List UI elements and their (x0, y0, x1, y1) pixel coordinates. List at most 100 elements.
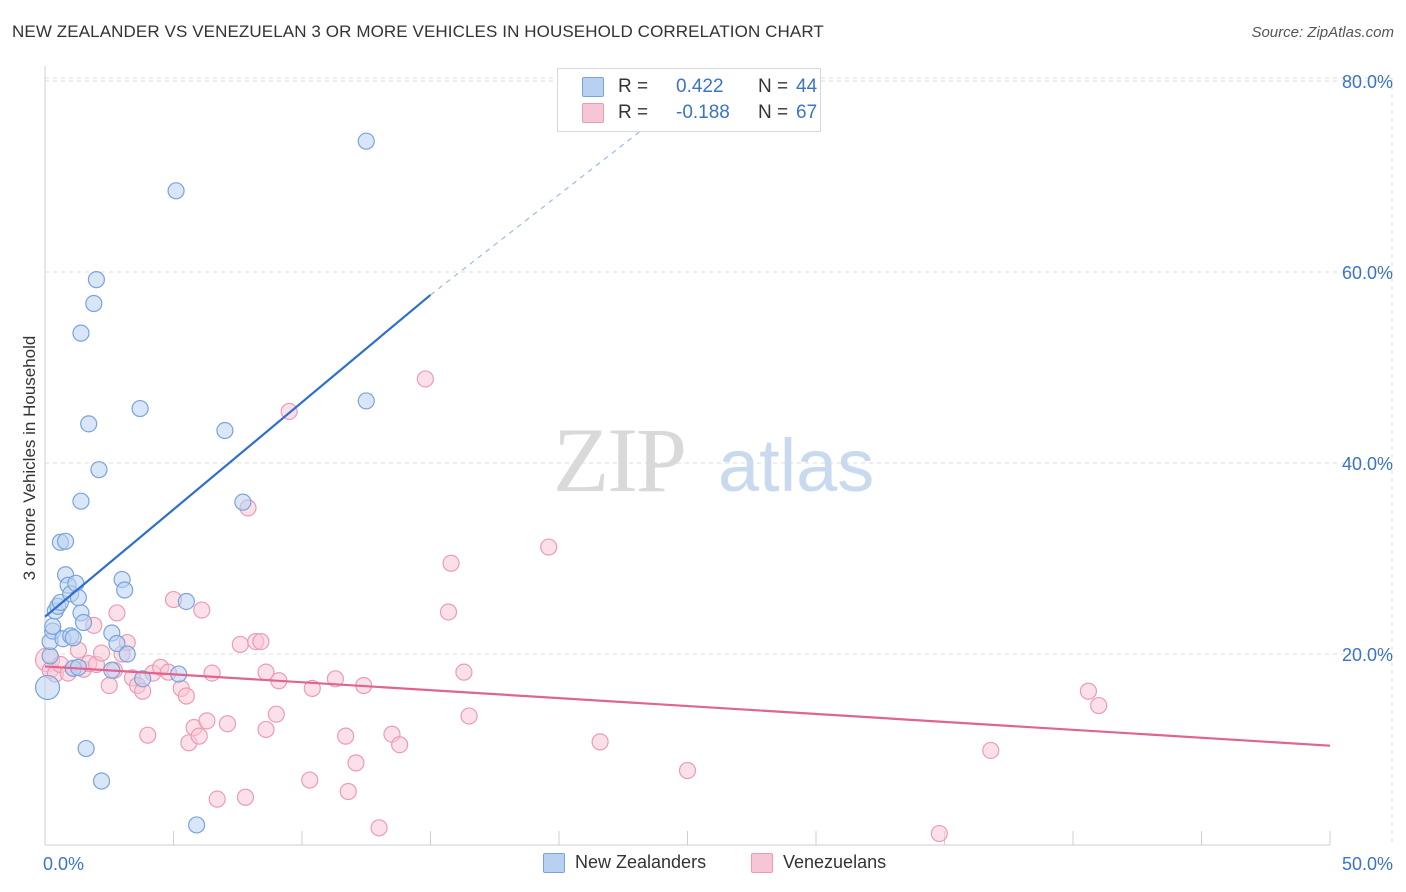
new-zealander-point (69, 589, 88, 607)
venezuelan-point (339, 782, 357, 801)
legend-item-label: New Zealanders (575, 852, 707, 872)
new-zealander-point (357, 392, 375, 410)
venezuelan-point (591, 733, 609, 751)
venezuelan-point (1079, 682, 1098, 700)
venezuelan-point (1090, 696, 1108, 715)
new-zealander-point (74, 613, 93, 632)
axis-labels: 20.0% 40.0% 60.0% 80.0% 0.0% 50.0% 3 or more V… (20, 72, 1393, 874)
venezuelan-point (347, 754, 365, 772)
axes (44, 66, 1331, 846)
x-tick-label: 50.0% (1342, 854, 1393, 874)
new-zealander-point (72, 492, 90, 510)
watermark-atlas: atlas (718, 424, 874, 507)
legend-r-value: 0.422 (676, 76, 724, 97)
new-zealander-point (87, 271, 106, 289)
new-zealander-point (216, 421, 234, 440)
new-zealander-point (108, 634, 126, 653)
legend-r-value: -0.188 (676, 102, 730, 123)
watermark-zip: ZIP (553, 409, 685, 511)
x-tick-label: 0.0% (43, 854, 84, 874)
legend-r-label: R = (618, 76, 649, 97)
new-zealander-point (77, 739, 95, 758)
venezuelan-point (267, 705, 285, 723)
y-tick-label: 40.0% (1342, 454, 1393, 474)
venezuelan-point (540, 538, 558, 556)
legend-item-new-zealanders[interactable]: New Zealanders (543, 852, 706, 873)
venezuelan-point (439, 603, 458, 621)
venezuelan-point (337, 727, 355, 745)
new-zealander-point (116, 581, 134, 599)
venezuelan-point (391, 736, 409, 754)
new-zealander-point (167, 182, 185, 200)
new-zealander-point (118, 645, 136, 663)
venezuelan-point (326, 670, 345, 688)
venezuelan-point (177, 687, 195, 705)
y-axis-title: 3 or more Vehicles in Household (20, 336, 39, 581)
new-zealanders-trend-extension (430, 113, 663, 296)
trend-lines (44, 113, 1331, 747)
y-tick-label: 80.0% (1342, 72, 1393, 92)
pink-swatch (751, 852, 773, 873)
venezuelan-point (416, 370, 434, 388)
new-zealander-point (72, 324, 90, 342)
legend-n-label: N = (758, 76, 789, 97)
venezuelan-point (139, 726, 157, 744)
venezuelan-point (100, 676, 118, 695)
new-zealander-point (56, 532, 75, 550)
new-zealander-point (80, 415, 98, 433)
new-zealanders-trend-line (44, 294, 432, 618)
blue-swatch (582, 77, 604, 97)
venezuelan-point (303, 679, 321, 697)
venezuelan-point (231, 635, 249, 654)
correlation-legend: R = 0.422 N = 44 R = -0.188 N = 67 (557, 68, 821, 132)
venezuelans-trend-line (44, 665, 1331, 747)
new-zealander-point (134, 670, 152, 688)
new-zealander-point (64, 629, 82, 647)
venezuelan-point (301, 771, 319, 789)
legend-n-value: 67 (796, 102, 818, 123)
source-label: Source: ZipAtlas.com (1251, 24, 1394, 41)
pink-swatch (582, 103, 604, 123)
venezuelan-point (442, 554, 460, 572)
venezuelan-point (218, 715, 237, 733)
new-zealander-point (234, 493, 252, 511)
legend-item-label: Venezuelans (783, 852, 887, 872)
legend-n-value: 44 (796, 76, 818, 97)
series-legend: New Zealanders Venezuelans (0, 852, 1406, 876)
new-zealander-point (177, 592, 195, 611)
venezuelan-point (982, 741, 1000, 760)
venezuelan-point (203, 664, 221, 682)
blue-swatch (543, 852, 565, 873)
y-tick-label: 60.0% (1342, 263, 1393, 283)
venezuelan-point (208, 790, 226, 808)
new-zealander-point (188, 816, 206, 834)
venezuelan-point (257, 720, 275, 739)
venezuelan-point (460, 707, 478, 725)
venezuelan-point (370, 819, 388, 837)
new-zealander-point (67, 574, 85, 592)
venezuelan-point (193, 601, 211, 619)
venezuelan-point (198, 712, 216, 730)
new-zealander-point (34, 674, 61, 701)
venezuelan-point (92, 644, 111, 662)
new-zealander-point (85, 294, 103, 313)
new-zealander-point (357, 132, 375, 150)
venezuelan-point (252, 632, 270, 651)
new-zealander-point (131, 399, 149, 418)
new-zealander-point (90, 461, 108, 479)
legend-r-label: R = (618, 102, 649, 123)
venezuelan-point (108, 604, 126, 622)
legend-item-venezuelans[interactable]: Venezuelans (751, 852, 886, 873)
legend-n-label: N = (758, 102, 789, 123)
venezuelan-point (678, 761, 697, 780)
new-zealander-point (41, 647, 59, 665)
new-zealanders-points (34, 132, 375, 834)
venezuelan-point (455, 663, 473, 681)
watermark: ZIP atlas (553, 409, 874, 511)
venezuelan-point (190, 727, 208, 745)
venezuelan-point (930, 824, 948, 843)
chart-title: NEW ZEALANDER VS VENEZUELAN 3 OR MORE VE… (12, 22, 824, 41)
new-zealander-point (92, 772, 111, 790)
venezuelan-point (236, 788, 255, 806)
